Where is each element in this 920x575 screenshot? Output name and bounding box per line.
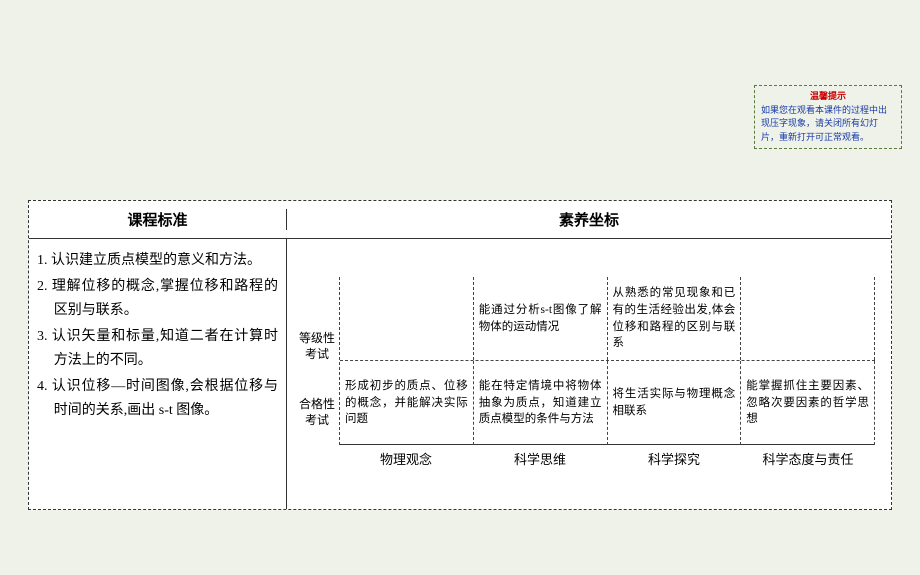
grid-cell (741, 277, 875, 360)
row-label-qualified: 合格性考试 (297, 397, 337, 428)
grid-cell: 从熟悉的常见现象和已有的生活经验出发,体会位移和路程的区别与联系 (608, 277, 742, 360)
grid-cell: 能掌握抓住主要因素、忽略次要因素的哲学思想 (741, 361, 875, 445)
grid-cell: 能在特定情境中将物体抽象为质点，知道建立质点模型的条件与方法 (474, 361, 608, 445)
standards-column: 1. 认识建立质点模型的意义和方法。 2. 理解位移的概念,掌握位移和路程的区别… (29, 239, 287, 509)
col-label: 科学思维 (473, 449, 607, 468)
header-right: 素养坐标 (287, 209, 891, 230)
col-label: 科学探究 (607, 449, 741, 468)
col-label: 物理观念 (339, 449, 473, 468)
standard-item: 3. 认识矢量和标量,知道二者在计算时方法上的不同。 (37, 325, 278, 374)
standard-item: 1. 认识建立质点模型的意义和方法。 (37, 249, 278, 274)
header-row: 课程标准 素养坐标 (29, 201, 891, 239)
col-label: 科学态度与责任 (741, 449, 875, 468)
grid-cell: 能通过分析s-t图像了解物体的运动情况 (474, 277, 608, 360)
standard-item: 4. 认识位移—时间图像,会根据位移与时间的关系,画出 s-t 图像。 (37, 375, 278, 424)
standard-item: 2. 理解位移的概念,掌握位移和路程的区别与联系。 (37, 275, 278, 324)
notice-box: 温馨提示 如果您在观看本课件的过程中出现压字现象，请关闭所有幻灯片，重新打开可正… (754, 85, 902, 149)
notice-body: 如果您在观看本课件的过程中出现压字现象，请关闭所有幻灯片，重新打开可正常观看。 (761, 105, 887, 142)
body-row: 1. 认识建立质点模型的意义和方法。 2. 理解位移的概念,掌握位移和路程的区别… (29, 239, 891, 509)
grid-row-top: 能通过分析s-t图像了解物体的运动情况 从熟悉的常见现象和已有的生活经验出发,体… (340, 277, 875, 361)
notice-title: 温馨提示 (761, 90, 895, 104)
column-labels: 物理观念 科学思维 科学探究 科学态度与责任 (339, 449, 875, 468)
header-left: 课程标准 (29, 209, 287, 230)
matrix-column: 等级性考试 合格性考试 能通过分析s-t图像了解物体的运动情况 从熟悉的常见现象… (287, 239, 891, 509)
grid-cell: 形成初步的质点、位移的概念，并能解决实际问题 (340, 361, 474, 445)
grid-cell (340, 277, 474, 360)
competency-grid: 能通过分析s-t图像了解物体的运动情况 从熟悉的常见现象和已有的生活经验出发,体… (339, 277, 875, 445)
main-container: 课程标准 素养坐标 1. 认识建立质点模型的意义和方法。 2. 理解位移的概念,… (28, 200, 892, 510)
row-label-advanced: 等级性考试 (297, 331, 337, 362)
grid-cell: 将生活实际与物理概念相联系 (608, 361, 742, 445)
grid-row-bottom: 形成初步的质点、位移的概念，并能解决实际问题 能在特定情境中将物体抽象为质点，知… (340, 361, 875, 445)
